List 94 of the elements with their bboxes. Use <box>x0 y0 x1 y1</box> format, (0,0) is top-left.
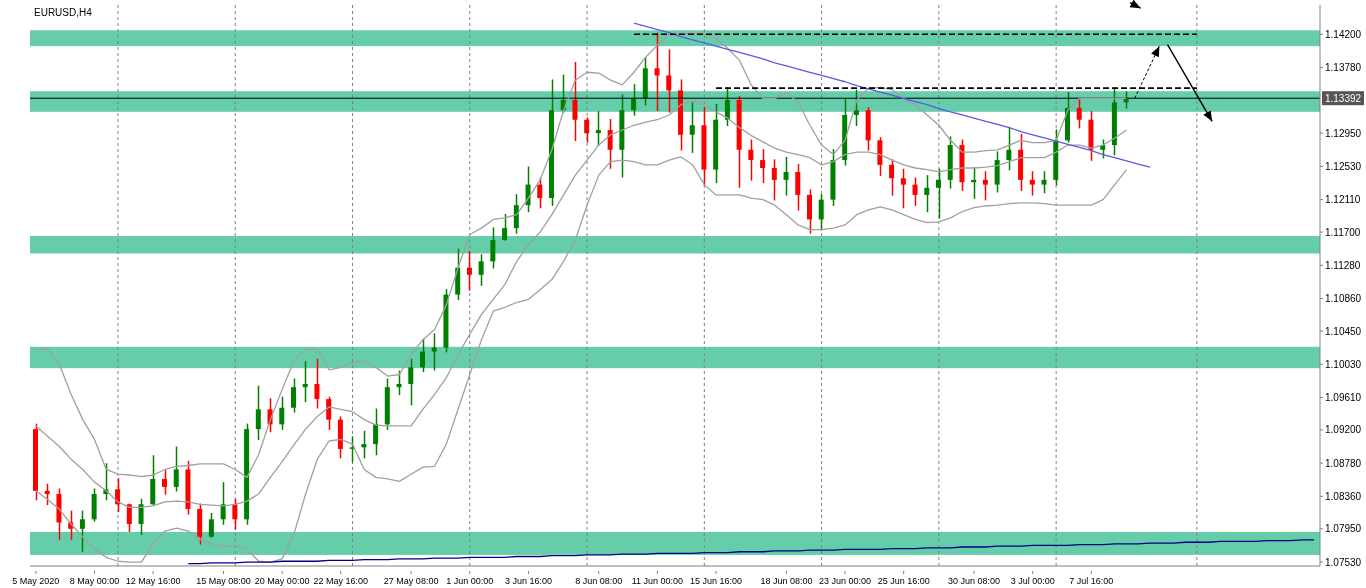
x-tick-label: 22 May 16:00 <box>313 576 369 586</box>
x-tick-label: 27 May 08:00 <box>383 576 439 586</box>
x-tick-label: 3 Jun 16:00 <box>504 576 552 586</box>
y-tick-label: 1.09610 <box>1325 392 1362 404</box>
candlestick <box>373 408 379 456</box>
candlestick <box>162 470 167 495</box>
candlestick <box>115 478 121 513</box>
candlestick <box>537 177 543 209</box>
y-tick-label: 1.10030 <box>1325 358 1362 370</box>
candlestick <box>361 430 367 459</box>
candlestick <box>689 102 695 153</box>
candlestick <box>138 498 144 536</box>
candlestick <box>490 227 496 269</box>
chart-title: EURUSD,H4 <box>34 7 92 18</box>
candlestick <box>1029 171 1035 196</box>
y-tick-label: 1.11700 <box>1325 226 1361 238</box>
candlestick <box>889 159 895 196</box>
x-tick-label: 15 May 08:00 <box>196 576 251 586</box>
ref-line-label: 1.13392 <box>1324 93 1362 105</box>
candlestick <box>396 370 402 396</box>
line-series <box>633 22 1151 168</box>
candlestick <box>631 84 637 116</box>
candlestick <box>408 358 414 406</box>
candlestick <box>513 194 519 234</box>
candlestick <box>314 358 320 409</box>
candlestick <box>126 503 132 532</box>
candlestick <box>853 89 859 127</box>
y-tick-label: 1.09200 <box>1325 424 1362 436</box>
line-series <box>35 32 1128 479</box>
candlestick <box>724 87 730 127</box>
candlestick <box>1041 171 1047 194</box>
y-tick-label: 1.11280 <box>1325 259 1361 271</box>
line-series <box>35 156 1128 563</box>
candlestick <box>818 194 824 231</box>
candlestick <box>326 396 332 430</box>
y-tick-label: 1.13780 <box>1325 62 1362 74</box>
candlestick <box>44 483 50 506</box>
candlestick <box>1076 99 1082 129</box>
candlestick <box>595 111 601 146</box>
candlestick <box>584 117 590 143</box>
candlestick <box>420 338 425 373</box>
candlestick <box>748 139 754 181</box>
candlestick <box>572 62 578 142</box>
candlestick <box>607 118 613 169</box>
candlestick <box>771 159 777 201</box>
candlestick <box>982 171 988 201</box>
y-tick-label: 1.12530 <box>1325 160 1362 172</box>
candlestick <box>173 446 179 492</box>
x-tick-label: 20 May 00:00 <box>254 576 310 586</box>
candlestick <box>302 361 308 403</box>
x-tick-label: 23 Jun 00:00 <box>819 576 872 586</box>
x-tick-label: 11 Jun 00:00 <box>631 576 684 586</box>
candlestick <box>220 482 226 525</box>
candlestick <box>79 510 85 552</box>
x-tick-label: 12 May 16:00 <box>125 576 181 586</box>
y-tick-label: 1.12110 <box>1325 194 1361 206</box>
candlestick <box>232 498 238 530</box>
candlestick <box>255 385 261 441</box>
x-tick-label: 5 May 2020 <box>12 576 60 586</box>
y-tick-label: 1.10860 <box>1325 293 1362 305</box>
y-tick-label: 1.14200 <box>1325 28 1362 40</box>
candlestick <box>208 513 214 538</box>
candlestick <box>431 333 437 371</box>
candlestick <box>783 156 789 196</box>
candlestick <box>478 254 484 286</box>
y-tick-label: 1.08780 <box>1325 457 1362 469</box>
y-tick-label: 1.07530 <box>1325 556 1362 568</box>
candlestick <box>666 49 672 113</box>
x-tick-label: 1 Jun 00:00 <box>446 576 494 586</box>
candlestick <box>654 32 660 111</box>
x-tick-label: 8 May 00:00 <box>69 576 120 586</box>
candlestick <box>279 396 285 430</box>
x-tick-label: 3 Jul 00:00 <box>1010 576 1055 586</box>
candlestick <box>924 175 930 213</box>
candlestick <box>900 168 906 209</box>
x-tick-label: 25 Jun 16:00 <box>877 576 930 586</box>
candlestick <box>760 149 766 183</box>
x-tick-label: 30 Jun 08:00 <box>948 576 1001 586</box>
candlestick <box>936 168 941 219</box>
line-series <box>187 539 1315 565</box>
y-tick-label: 1.08360 <box>1325 490 1362 502</box>
candlestick <box>912 177 918 206</box>
x-tick-label: 8 Jun 08:00 <box>575 576 623 586</box>
candlestick <box>502 213 508 241</box>
x-tick-label: 7 Jul 16:00 <box>1069 576 1114 586</box>
candlestick <box>466 251 472 291</box>
x-tick-label: 15 Jun 16:00 <box>690 576 743 586</box>
y-tick-label: 1.07950 <box>1325 523 1362 535</box>
candlestick <box>1006 126 1012 171</box>
candlestick <box>291 378 296 413</box>
y-tick-label: 1.12950 <box>1325 127 1362 139</box>
x-tick-label: 18 Jun 08:00 <box>760 576 813 586</box>
y-tick-label: 1.10450 <box>1325 325 1362 337</box>
candlestick <box>795 164 801 211</box>
